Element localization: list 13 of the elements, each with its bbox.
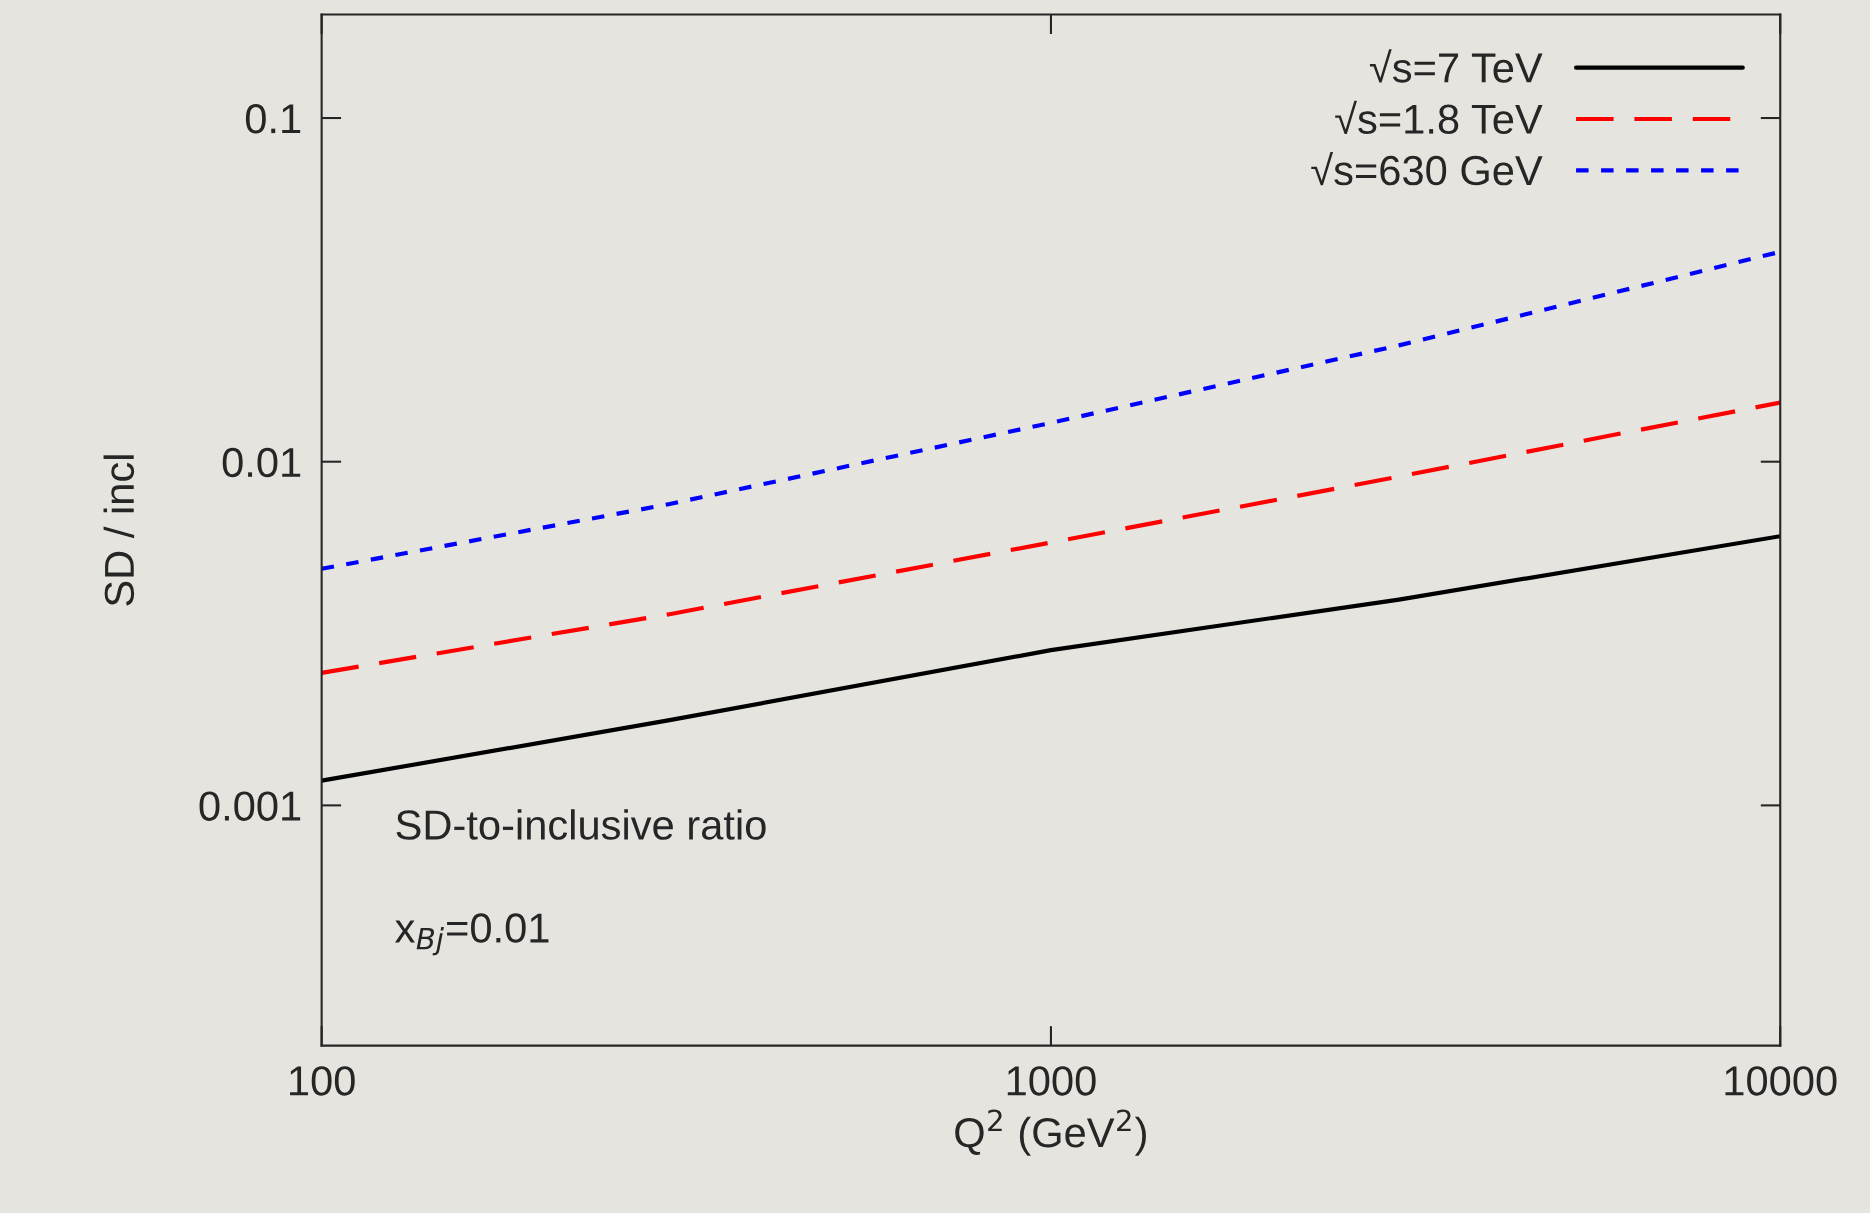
x-tick-label: 100 (290, 1066, 355, 1096)
legend-label: √s=630 GeV (1311, 151, 1543, 186)
y-axis-title: SD / incl (103, 455, 135, 606)
annotation: SD-to-inclusive ratio (396, 809, 766, 840)
y-tick-label: 0.001 (199, 791, 301, 821)
annotation: x$_{Bj}$=0.01 (395, 913, 549, 956)
legend-label: √s=1.8 TeV (1335, 100, 1543, 134)
x-tick-label: 1000 (1007, 1066, 1096, 1096)
x-tick-label: 10000 (1725, 1066, 1837, 1096)
legend-label: √s=7 TeV (1369, 49, 1543, 83)
x-axis-title: Q$^{2}$ (GeV$^{2}$) (955, 1109, 1146, 1156)
y-tick-label: 0.1 (245, 104, 301, 134)
y-tick-label: 0.01 (222, 447, 301, 478)
